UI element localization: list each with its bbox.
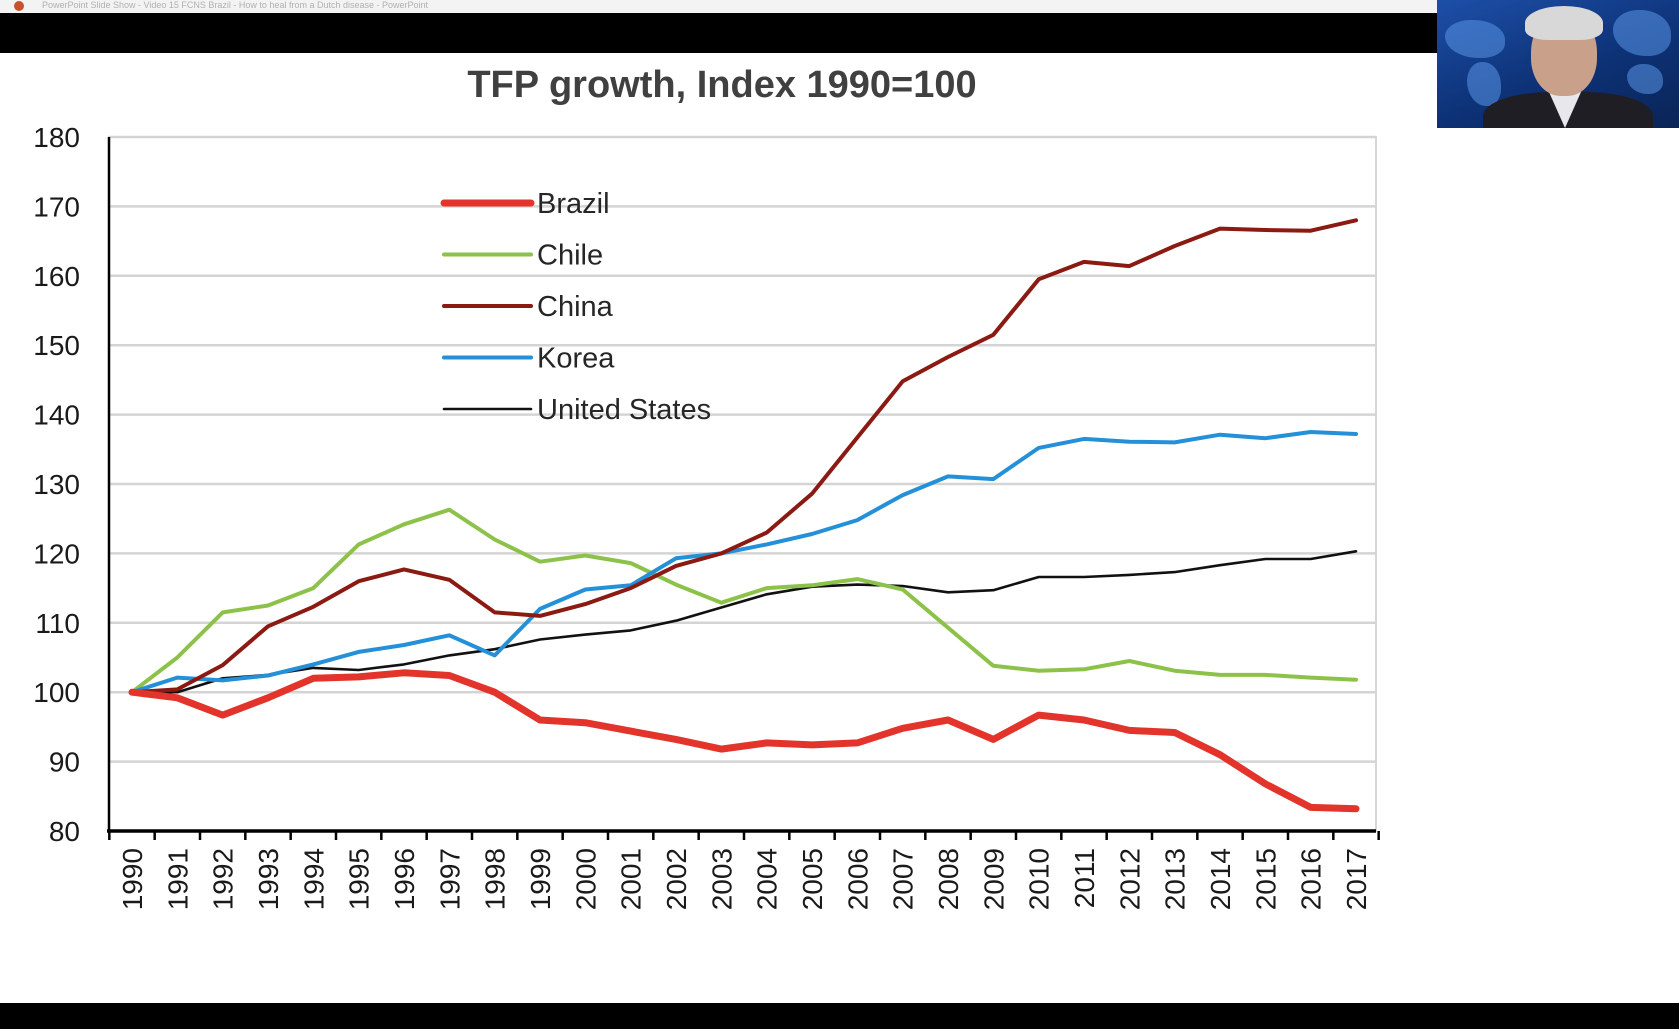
- x-tick-label: 1997: [434, 848, 465, 910]
- series-line-korea: [130, 430, 1358, 695]
- tfp-chart: TFP growth, Index 1990=100 80 90 100 110 120 1…: [33, 64, 1380, 910]
- map-shape: [1445, 20, 1505, 58]
- y-tick-label: 170: [33, 191, 80, 222]
- y-tick-label: 160: [33, 261, 80, 292]
- x-tick-label: 2007: [888, 848, 919, 910]
- x-tick-label: 2016: [1296, 848, 1327, 910]
- series-line-china: [130, 218, 1358, 695]
- window-titlebar: PowerPoint Slide Show - Video 15 FCNS Br…: [0, 0, 1679, 14]
- x-tick-label: 2013: [1160, 848, 1191, 910]
- slide-letterbox-top: [0, 13, 1679, 53]
- x-tick-label: 2017: [1341, 848, 1372, 910]
- x-tick-label: 1998: [480, 848, 511, 910]
- map-shape: [1613, 10, 1671, 56]
- y-tick-label: 120: [33, 538, 80, 569]
- x-tick-label: 2006: [842, 848, 873, 910]
- legend-label: Brazil: [537, 188, 610, 220]
- map-shape: [1627, 64, 1663, 94]
- map-shape: [1467, 62, 1501, 106]
- y-tick-label: 150: [33, 330, 80, 361]
- legend-label: Chile: [537, 240, 603, 272]
- legend-label: China: [537, 291, 614, 323]
- y-tick-label: 180: [33, 122, 80, 153]
- slide-letterbox-bottom: [0, 1003, 1679, 1029]
- series-line-chile: [130, 507, 1358, 695]
- x-tick-label: 2009: [978, 848, 1009, 910]
- x-tick-label: 2002: [661, 848, 692, 910]
- series-line-united-states: [130, 549, 1358, 694]
- window-title: PowerPoint Slide Show - Video 15 FCNS Br…: [42, 0, 429, 10]
- presenter-hair: [1525, 6, 1603, 40]
- chart-title: TFP growth, Index 1990=100: [467, 64, 976, 106]
- presenter-video[interactable]: [1437, 0, 1679, 128]
- legend-label: United States: [537, 394, 711, 426]
- legend-label: Korea: [537, 343, 615, 375]
- x-tick-label: 2004: [752, 848, 783, 910]
- x-tick-label: 2001: [616, 848, 647, 910]
- x-tick-label: 1993: [253, 848, 284, 910]
- x-tick-label: 1995: [344, 848, 375, 910]
- x-tick-label: 2008: [933, 848, 964, 910]
- x-tick-label: 1999: [525, 848, 556, 910]
- y-tick-label: 130: [33, 469, 80, 500]
- y-tick-label: 110: [35, 608, 80, 639]
- x-tick-label: 2014: [1205, 848, 1236, 910]
- y-tick-label: 80: [49, 816, 80, 847]
- y-tick-label: 140: [33, 400, 80, 431]
- x-tick-label: 1994: [298, 848, 329, 910]
- x-tick-label: 2010: [1024, 848, 1055, 910]
- y-tick-label: 90: [49, 747, 80, 778]
- x-tick-label: 2015: [1250, 848, 1281, 910]
- y-tick-label: 100: [33, 677, 80, 708]
- x-tick-label: 1996: [389, 848, 420, 910]
- x-tick-label: 2011: [1069, 848, 1100, 908]
- x-tick-label: 2000: [570, 848, 601, 910]
- x-tick-label: 2012: [1114, 848, 1145, 910]
- series-line-brazil: [128, 669, 1360, 813]
- x-tick-label: 1991: [162, 848, 193, 910]
- x-tick-label: 1990: [117, 848, 148, 910]
- x-tick-label: 1992: [208, 848, 239, 910]
- slide: TFP growth, Index 1990=100 80 90 100 110 120 1…: [0, 53, 1679, 1034]
- powerpoint-icon: [14, 1, 24, 11]
- x-tick-label: 2003: [706, 848, 737, 910]
- x-tick-label: 2005: [797, 848, 828, 910]
